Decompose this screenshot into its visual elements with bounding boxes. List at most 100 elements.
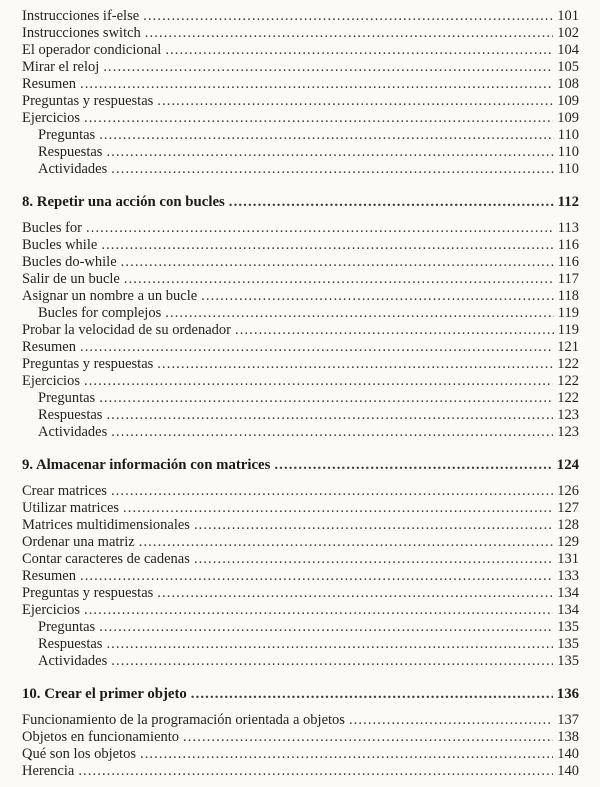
dot-leader: [84, 110, 553, 127]
dot-leader: [183, 729, 553, 746]
dot-leader: [111, 161, 554, 178]
toc-entry-page: 110: [557, 127, 579, 143]
toc-entry-title: Crear matrices: [22, 483, 107, 499]
toc-entry-row: Actividades 110: [22, 161, 579, 178]
toc-entry-page: 116: [557, 254, 579, 270]
toc-entry-row: Asignar un nombre a un bucle 118: [22, 288, 579, 305]
toc-entry-title: Qué son los objetos: [22, 746, 136, 762]
toc-entry-page: 122: [557, 356, 579, 372]
toc-entry-title: Bucles for complejos: [38, 305, 162, 321]
toc-entry-title: Salir de un bucle: [22, 271, 120, 287]
toc-entry-page: 113: [557, 220, 579, 236]
toc-entry-title: Preguntas: [38, 619, 96, 635]
toc-entry-page: 135: [557, 653, 579, 669]
toc-entry-title: Respuestas: [38, 636, 103, 652]
toc-entry-row: Preguntas 135: [22, 619, 579, 636]
toc-entry-title: Preguntas: [38, 127, 96, 143]
toc-entry-page: 135: [557, 619, 579, 635]
toc-entry-title: Resumen: [22, 76, 76, 92]
dot-leader: [111, 424, 553, 441]
toc-entry-page: 119: [557, 305, 579, 321]
toc-entry-row: Respuestas 123: [22, 407, 579, 424]
toc-entry-row: Qué son los objetos 140: [22, 746, 579, 763]
toc-entry-row: Ejercicios 134: [22, 602, 579, 619]
toc-entry-row: Mirar el reloj 105: [22, 59, 579, 76]
dot-leader: [78, 763, 553, 780]
toc-entry-row: Preguntas y respuestas 109: [22, 93, 579, 110]
dot-leader: [274, 457, 552, 474]
toc-entry-title: Instrucciones switch: [22, 25, 141, 41]
toc-entry-title: Resumen: [22, 339, 76, 355]
dot-leader: [157, 93, 553, 110]
toc-entry-page: 131: [557, 551, 579, 567]
toc-entry-title: Actividades: [38, 161, 108, 177]
dot-leader: [194, 517, 553, 534]
dot-leader: [86, 220, 554, 237]
toc-entry-page: 110: [557, 144, 579, 160]
toc-entry-page: 109: [557, 110, 579, 126]
toc-entry-page: 140: [557, 746, 579, 762]
dot-leader: [80, 568, 553, 585]
chapter-heading-row: 8. Repetir una acción con bucles 112: [22, 194, 579, 211]
toc-entry-page: 121: [557, 339, 579, 355]
toc-entry-page: 110: [557, 161, 579, 177]
toc-entry-title: Preguntas y respuestas: [22, 356, 154, 372]
dot-leader: [229, 194, 554, 211]
toc-entry-row: Ejercicios 109: [22, 110, 579, 127]
toc-entry-page: 104: [557, 42, 579, 58]
toc-entry-page: 134: [557, 602, 579, 618]
dot-leader: [80, 76, 553, 93]
toc-entry-title: Preguntas y respuestas: [22, 585, 154, 601]
toc-entry-row: Respuestas 135: [22, 636, 579, 653]
toc-entry-page: 126: [557, 483, 579, 499]
toc-entry-title: Ejercicios: [22, 373, 80, 389]
dot-leader: [123, 500, 553, 517]
toc-entry-title: Herencia: [22, 763, 75, 779]
toc-entry-page: 127: [557, 500, 579, 516]
dot-leader: [165, 42, 553, 59]
toc-entry-title: Resumen: [22, 568, 76, 584]
toc-entry-row: Instrucciones switch 102: [22, 25, 579, 42]
dot-leader: [106, 636, 553, 653]
toc-entry-row: Probar la velocidad de su ordenador 119: [22, 322, 579, 339]
toc-entry-row: Funcionamiento de la programación orient…: [22, 712, 579, 729]
toc-entry-page: 124: [556, 457, 579, 473]
dot-leader: [121, 254, 554, 271]
toc-entry-row: Resumen 108: [22, 76, 579, 93]
chapter-heading-row: 10. Crear el primer objeto 136: [22, 686, 579, 703]
toc-entry-row: Resumen 133: [22, 568, 579, 585]
dot-leader: [103, 59, 553, 76]
toc-entry-title: 8. Repetir una acción con bucles: [22, 194, 225, 210]
toc-entry-row: Actividades 123: [22, 424, 579, 441]
toc-entry-page: 122: [557, 390, 579, 406]
dot-leader: [157, 356, 553, 373]
toc-entry-title: Actividades: [38, 653, 108, 669]
dot-leader: [143, 8, 553, 25]
toc-entry-row: Crear matrices 126: [22, 483, 579, 500]
toc-entry-page: 122: [557, 373, 579, 389]
toc-entry-row: Contar caracteres de cadenas 131: [22, 551, 579, 568]
toc-entry-title: Ejercicios: [22, 602, 80, 618]
toc-entry-page: 102: [557, 25, 579, 41]
toc-entry-row: Utilizar matrices 127: [22, 500, 579, 517]
toc-entry-row: Objetos en funcionamiento 138: [22, 729, 579, 746]
toc-entry-title: Ordenar una matriz: [22, 534, 135, 550]
dot-leader: [157, 585, 553, 602]
toc-entry-row: Instrucciones if-else 101: [22, 8, 579, 25]
toc-entry-page: 135: [557, 636, 579, 652]
toc-entry-title: 10. Crear el primer objeto: [22, 686, 187, 702]
dot-leader: [194, 551, 553, 568]
toc-entry-row: Bucles for complejos 119: [22, 305, 579, 322]
toc-entry-title: Matrices multidimensionales: [22, 517, 190, 533]
toc-entry-title: Probar la velocidad de su ordenador: [22, 322, 231, 338]
toc-entry-title: Respuestas: [38, 407, 103, 423]
toc-entry-row: Resumen 121: [22, 339, 579, 356]
toc-entry-page: 140: [557, 763, 579, 779]
toc-entry-page: 136: [556, 686, 579, 702]
toc-entry-row: Preguntas y respuestas 122: [22, 356, 579, 373]
toc-entry-title: Contar caracteres de cadenas: [22, 551, 190, 567]
toc-entry-title: Instrucciones if-else: [22, 8, 140, 24]
table-of-contents: Instrucciones if-else101Instrucciones sw…: [22, 8, 579, 780]
toc-entry-title: Bucles while: [22, 237, 98, 253]
